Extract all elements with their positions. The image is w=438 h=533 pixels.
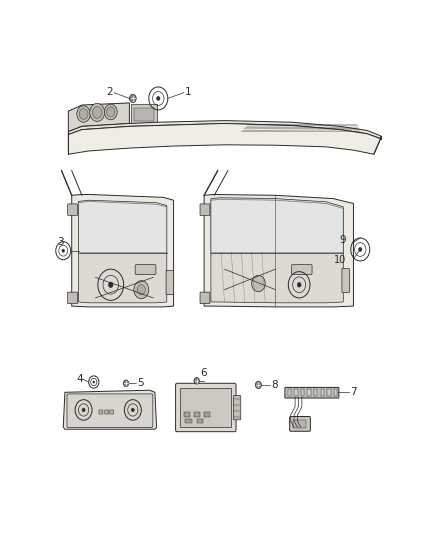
Circle shape	[131, 408, 134, 412]
FancyBboxPatch shape	[321, 390, 324, 396]
Polygon shape	[63, 390, 156, 429]
Text: 6: 6	[200, 368, 207, 378]
FancyBboxPatch shape	[327, 390, 331, 396]
Text: 8: 8	[271, 380, 278, 390]
Polygon shape	[68, 103, 130, 132]
Circle shape	[106, 107, 115, 117]
Circle shape	[62, 249, 64, 252]
FancyBboxPatch shape	[110, 410, 114, 414]
FancyBboxPatch shape	[290, 416, 311, 431]
FancyBboxPatch shape	[135, 265, 156, 274]
Text: 5: 5	[137, 378, 144, 388]
Circle shape	[255, 381, 261, 389]
FancyBboxPatch shape	[67, 394, 153, 427]
Polygon shape	[78, 200, 167, 303]
FancyBboxPatch shape	[342, 268, 350, 293]
FancyBboxPatch shape	[184, 413, 190, 417]
FancyBboxPatch shape	[67, 204, 78, 215]
FancyBboxPatch shape	[200, 292, 210, 304]
Polygon shape	[68, 120, 381, 139]
FancyBboxPatch shape	[307, 390, 311, 396]
Text: 2: 2	[106, 87, 113, 98]
Text: 3: 3	[57, 237, 64, 247]
Polygon shape	[72, 195, 173, 307]
FancyBboxPatch shape	[185, 418, 191, 424]
FancyBboxPatch shape	[204, 413, 210, 417]
Circle shape	[134, 281, 149, 298]
FancyBboxPatch shape	[301, 390, 304, 396]
FancyBboxPatch shape	[180, 388, 231, 427]
Circle shape	[156, 96, 160, 101]
Text: 1: 1	[185, 87, 191, 98]
Circle shape	[297, 282, 301, 287]
Text: 9: 9	[339, 236, 346, 245]
Text: 10: 10	[334, 255, 346, 265]
Polygon shape	[211, 199, 343, 253]
FancyBboxPatch shape	[314, 390, 318, 396]
Circle shape	[104, 104, 117, 120]
Circle shape	[92, 107, 102, 118]
Polygon shape	[204, 195, 353, 307]
Circle shape	[109, 282, 113, 288]
FancyBboxPatch shape	[285, 387, 339, 398]
Circle shape	[77, 106, 90, 122]
FancyBboxPatch shape	[200, 204, 210, 215]
Text: 4: 4	[76, 374, 83, 384]
Circle shape	[124, 380, 129, 386]
FancyBboxPatch shape	[166, 270, 173, 295]
FancyBboxPatch shape	[291, 265, 312, 274]
Circle shape	[90, 103, 105, 122]
Circle shape	[82, 408, 85, 412]
Circle shape	[130, 94, 136, 102]
FancyBboxPatch shape	[288, 390, 291, 396]
FancyBboxPatch shape	[176, 383, 236, 432]
Polygon shape	[211, 198, 343, 303]
FancyBboxPatch shape	[134, 108, 154, 120]
FancyBboxPatch shape	[131, 104, 156, 124]
Circle shape	[359, 247, 362, 252]
FancyBboxPatch shape	[99, 410, 103, 414]
FancyBboxPatch shape	[294, 390, 297, 396]
FancyBboxPatch shape	[233, 395, 241, 420]
FancyBboxPatch shape	[334, 390, 337, 396]
Polygon shape	[78, 201, 167, 253]
FancyBboxPatch shape	[67, 292, 78, 304]
FancyBboxPatch shape	[105, 410, 109, 414]
FancyBboxPatch shape	[197, 418, 203, 424]
Circle shape	[251, 276, 265, 292]
Circle shape	[79, 109, 88, 119]
Circle shape	[93, 381, 95, 383]
FancyBboxPatch shape	[194, 413, 200, 417]
Text: 7: 7	[350, 387, 357, 397]
FancyBboxPatch shape	[293, 420, 306, 429]
Circle shape	[137, 285, 145, 295]
Polygon shape	[68, 124, 381, 154]
Circle shape	[194, 377, 199, 384]
